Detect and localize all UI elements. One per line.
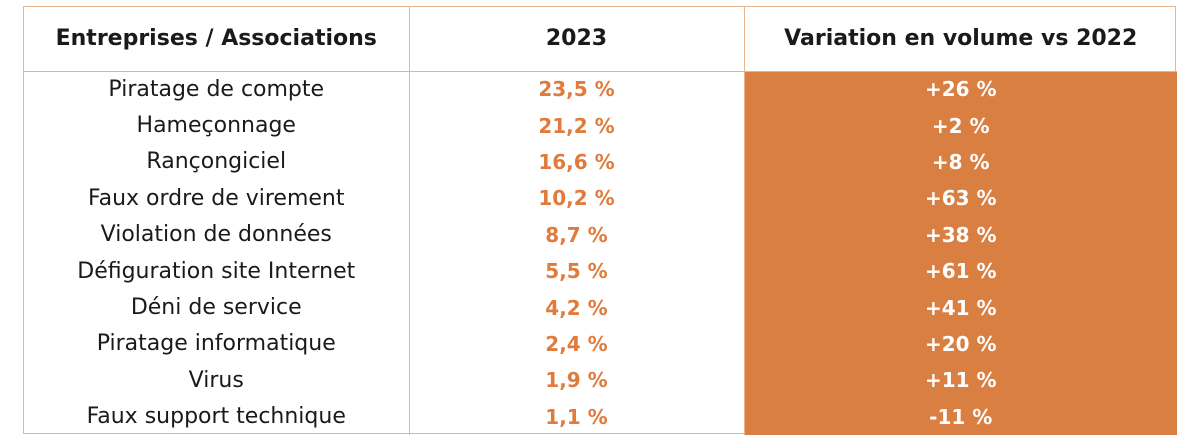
- header-variation: Variation en volume vs 2022: [744, 7, 1177, 72]
- row-category-label: Virus: [24, 362, 410, 399]
- row-share-2023: 8,7 %: [409, 216, 745, 253]
- table-row: Rançongiciel 16,6 % +8 %: [24, 143, 1177, 181]
- table-row: Défiguration site Internet 5,5 % +61 %: [24, 252, 1177, 290]
- row-category-label: Hameçonnage: [24, 107, 410, 144]
- row-variation-value: +26 %: [744, 71, 1177, 108]
- table-row: Piratage de compte 23,5 % +26 %: [24, 71, 1177, 108]
- table-row: Piratage informatique 2,4 % +20 %: [24, 325, 1177, 363]
- row-share-2023: 10,2 %: [409, 180, 745, 217]
- row-category-label: Piratage informatique: [24, 325, 410, 363]
- table-row: Déni de service 4,2 % +41 %: [24, 289, 1177, 326]
- row-share-2023: 5,5 %: [409, 252, 745, 290]
- table-header-row: Entreprises / Associations 2023 Variatio…: [24, 7, 1177, 72]
- row-variation-value: +63 %: [744, 180, 1177, 217]
- row-variation-value: +41 %: [744, 289, 1177, 326]
- table-row: Virus 1,9 % +11 %: [24, 362, 1177, 399]
- header-year-2023: 2023: [409, 7, 745, 72]
- row-variation-value: +11 %: [744, 362, 1177, 399]
- row-share-2023: 21,2 %: [409, 107, 745, 144]
- table-row: Faux support technique 1,1 % -11 %: [24, 398, 1177, 435]
- table-row: Violation de données 8,7 % +38 %: [24, 216, 1177, 253]
- row-category-label: Piratage de compte: [24, 71, 410, 108]
- cyber-incidents-table: Entreprises / Associations 2023 Variatio…: [24, 7, 1177, 435]
- row-variation-value: +2 %: [744, 107, 1177, 144]
- row-share-2023: 2,4 %: [409, 325, 745, 363]
- row-category-label: Violation de données: [24, 216, 410, 253]
- row-category-label: Déni de service: [24, 289, 410, 326]
- row-category-label: Faux ordre de virement: [24, 180, 410, 217]
- data-table-frame: Entreprises / Associations 2023 Variatio…: [23, 6, 1177, 435]
- row-variation-value: +8 %: [744, 143, 1177, 181]
- row-share-2023: 16,6 %: [409, 143, 745, 181]
- header-category: Entreprises / Associations: [24, 7, 410, 72]
- row-variation-value: +20 %: [744, 325, 1177, 363]
- row-variation-value: -11 %: [744, 398, 1177, 435]
- row-share-2023: 23,5 %: [409, 71, 745, 108]
- table-row: Hameçonnage 21,2 % +2 %: [24, 107, 1177, 144]
- row-category-label: Défiguration site Internet: [24, 252, 410, 290]
- row-category-label: Faux support technique: [24, 398, 410, 435]
- row-variation-value: +61 %: [744, 252, 1177, 290]
- row-share-2023: 4,2 %: [409, 289, 745, 326]
- row-share-2023: 1,1 %: [409, 398, 745, 435]
- row-share-2023: 1,9 %: [409, 362, 745, 399]
- row-variation-value: +38 %: [744, 216, 1177, 253]
- table-row: Faux ordre de virement 10,2 % +63 %: [24, 180, 1177, 217]
- row-category-label: Rançongiciel: [24, 143, 410, 181]
- table-body: Piratage de compte 23,5 % +26 % Hameçonnage…: [24, 71, 1177, 435]
